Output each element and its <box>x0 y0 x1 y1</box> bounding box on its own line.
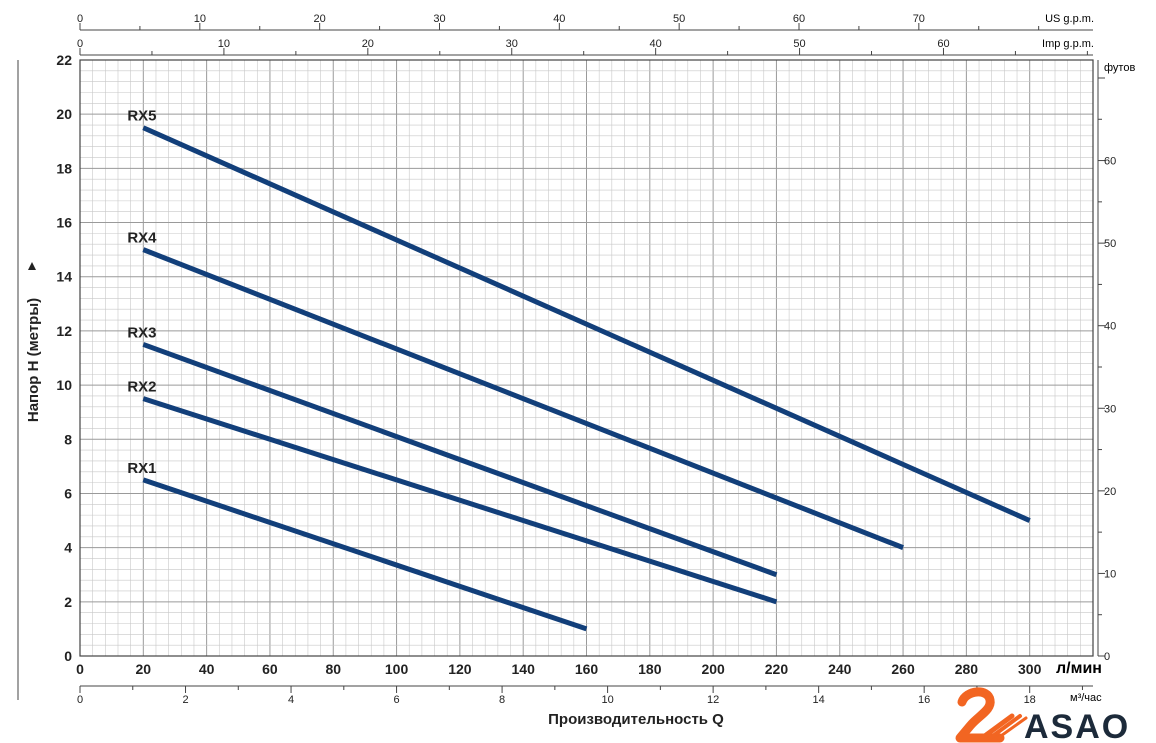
feet-tick-label: 20 <box>1104 486 1116 498</box>
x-tick-label: 0 <box>76 661 84 677</box>
x-tick-label: 100 <box>385 661 409 677</box>
feet-tick-label: 30 <box>1104 403 1116 415</box>
logo-text: ASAO <box>1024 708 1130 743</box>
feet-tick-label: 50 <box>1104 238 1116 250</box>
feet-tick-label: 60 <box>1104 156 1116 168</box>
feet-label: футов <box>1104 62 1135 74</box>
m3h-tick-label: 18 <box>1024 694 1036 706</box>
x-tick-label: 300 <box>1018 661 1042 677</box>
x-tick-label: 40 <box>199 661 215 677</box>
series-line-rx2 <box>142 396 778 605</box>
m3h-tick-label: 6 <box>394 694 400 706</box>
chart-grid <box>79 59 1094 657</box>
us-gpm-tick-label: 0 <box>77 13 83 25</box>
y-tick-label: 20 <box>56 106 72 122</box>
m3h-tick-label: 2 <box>182 694 188 706</box>
x-tick-label: 220 <box>765 661 789 677</box>
y-tick-label: 22 <box>56 52 72 68</box>
y-tick-label: 4 <box>64 540 72 556</box>
feet-tick-label: 10 <box>1104 568 1116 580</box>
us-gpm-tick-label: 50 <box>673 13 685 25</box>
m3h-label: м³/час <box>1070 692 1102 704</box>
axes-layer: 0 20 40 60 80 100 120 140 160 180 200 220 240 260 280 3… <box>17 13 1116 706</box>
imp-gpm-tick-label: 50 <box>793 38 805 50</box>
imp-gpm-tick-label: 20 <box>362 38 374 50</box>
brand-logo: ASAO <box>955 687 1130 743</box>
x-tick-label: 160 <box>575 661 599 677</box>
y-axis-arrow-icon <box>28 262 36 270</box>
imp-gpm-label: Imp g.p.m. <box>1042 38 1094 50</box>
x-tick-label: 240 <box>828 661 852 677</box>
series-label-rx5: RX5 <box>127 108 156 125</box>
imp-gpm-tick-label: 0 <box>77 38 83 50</box>
imp-gpm-tick-label: 40 <box>650 38 662 50</box>
us-gpm-tick-label: 30 <box>433 13 445 25</box>
us-gpm-tick-label: 20 <box>314 13 326 25</box>
series-label-rx2: RX2 <box>127 379 156 396</box>
series-line-rx4 <box>142 247 904 550</box>
y-tick-label: 6 <box>64 485 72 501</box>
y-tick-label: 10 <box>56 377 72 393</box>
x-tick-label: 60 <box>262 661 278 677</box>
feet-tick-label: 40 <box>1104 321 1116 333</box>
x-tick-label: 280 <box>955 661 979 677</box>
y-axis-title: Напор H (метры) <box>25 298 42 422</box>
m3h-tick-label: 0 <box>77 694 83 706</box>
feet-tick-label: 0 <box>1104 651 1110 663</box>
y-tick-label: 12 <box>56 323 72 339</box>
m3h-tick-label: 4 <box>288 694 294 706</box>
x-axis-title: Производительность Q <box>548 711 724 728</box>
y-tick-label: 16 <box>56 215 72 231</box>
m3h-tick-label: 16 <box>918 694 930 706</box>
series-line-rx3 <box>142 342 778 578</box>
m3h-tick-label: 8 <box>499 694 505 706</box>
y-tick-label: 0 <box>64 648 72 664</box>
y-tick-label: 14 <box>56 269 72 285</box>
us-gpm-tick-label: 70 <box>913 13 925 25</box>
series-line-rx5 <box>142 125 1031 523</box>
m3h-tick-label: 12 <box>707 694 719 706</box>
x-tick-label: 260 <box>891 661 915 677</box>
logo-mark-icon <box>955 687 1028 743</box>
plot-frame <box>79 59 1094 657</box>
series-layer: RX1 RX2 RX3 RX4 RX5 <box>127 108 1031 632</box>
x-tick-label: 80 <box>325 661 341 677</box>
imp-gpm-tick-label: 30 <box>506 38 518 50</box>
y-tick-label: 18 <box>56 160 72 176</box>
x-tick-label: 20 <box>136 661 152 677</box>
x-tick-label: 180 <box>638 661 662 677</box>
series-label-rx1: RX1 <box>127 460 156 477</box>
us-gpm-tick-label: 40 <box>553 13 565 25</box>
x-tick-label: 140 <box>512 661 536 677</box>
series-line-rx1 <box>142 477 588 632</box>
series-label-rx3: RX3 <box>127 324 156 341</box>
x-unit-label: л/мин <box>1056 660 1102 677</box>
us-gpm-tick-label: 60 <box>793 13 805 25</box>
m3h-tick-label: 14 <box>813 694 825 706</box>
x-tick-label: 120 <box>448 661 472 677</box>
us-gpm-tick-label: 10 <box>194 13 206 25</box>
y-tick-label: 8 <box>64 431 72 447</box>
imp-gpm-tick-label: 60 <box>937 38 949 50</box>
y-tick-label: 2 <box>64 594 72 610</box>
us-gpm-label: US g.p.m. <box>1045 13 1094 25</box>
imp-gpm-tick-label: 10 <box>218 38 230 50</box>
series-label-rx4: RX4 <box>127 230 157 247</box>
x-tick-label: 200 <box>701 661 725 677</box>
m3h-tick-label: 10 <box>601 694 613 706</box>
